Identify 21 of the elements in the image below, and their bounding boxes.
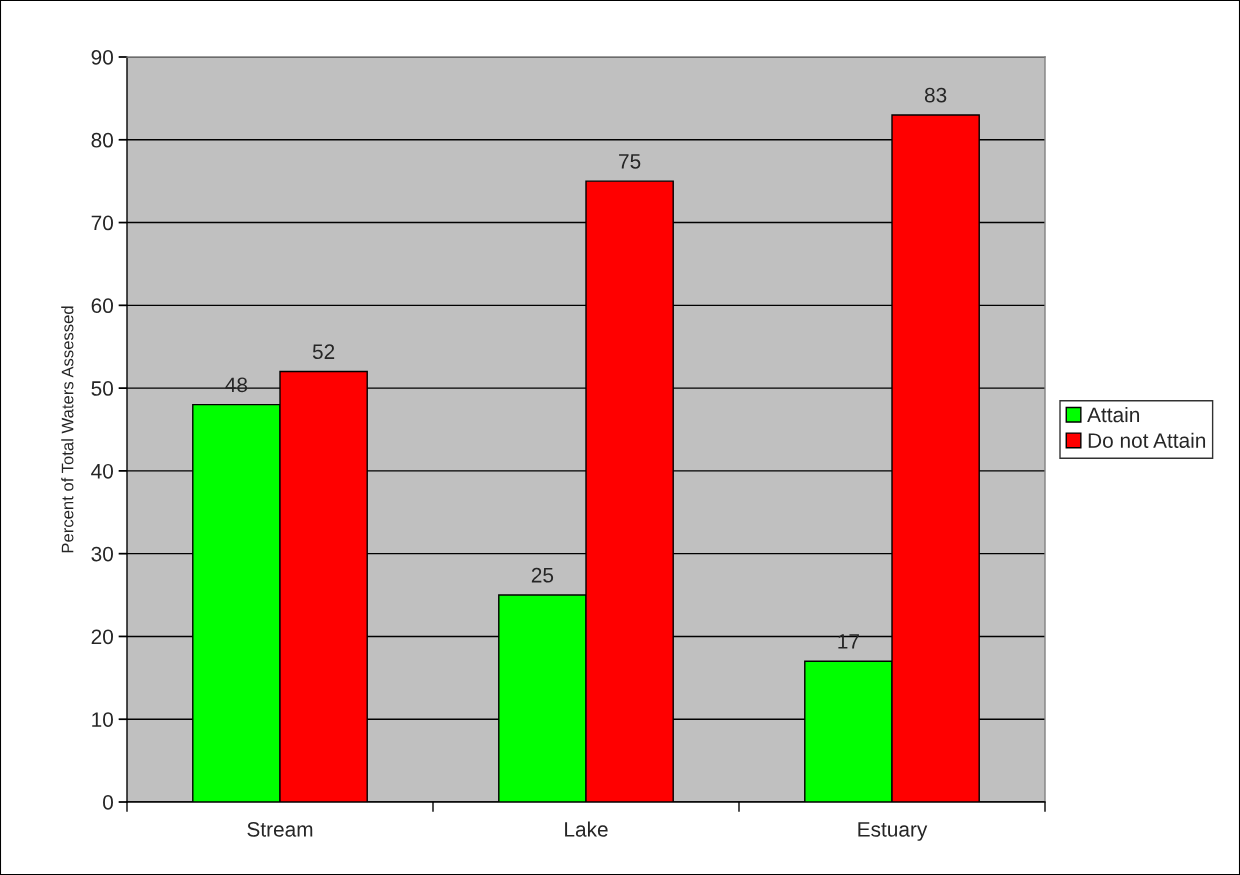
legend-label: Attain bbox=[1087, 406, 1140, 423]
y-tick-label: 90 bbox=[91, 50, 113, 65]
legend-label: Do not Attain bbox=[1088, 432, 1206, 448]
x-tick-label: Estuary bbox=[858, 822, 928, 841]
data-label: 83 bbox=[924, 87, 947, 103]
x-tick-label: Lake bbox=[565, 821, 608, 837]
y-tick-label: 0 bbox=[103, 795, 113, 810]
data-label: 25 bbox=[531, 567, 554, 583]
y-tick-label: 10 bbox=[92, 712, 113, 727]
y-tick-label: 50 bbox=[91, 381, 113, 396]
y-tick-label: 30 bbox=[91, 546, 113, 562]
y-axis-title: Percent of Total Waters Assessed bbox=[61, 306, 74, 553]
data-label: 75 bbox=[619, 154, 641, 169]
data-label: 17 bbox=[838, 634, 859, 649]
y-tick-label: 40 bbox=[91, 463, 113, 479]
y-tick-label: 20 bbox=[91, 629, 113, 645]
y-tick-label: 70 bbox=[91, 215, 113, 231]
y-tick-label: 80 bbox=[91, 132, 113, 148]
y-tick-label: 60 bbox=[91, 298, 113, 314]
x-tick-label: Stream bbox=[247, 821, 313, 837]
data-label: 52 bbox=[312, 344, 335, 360]
